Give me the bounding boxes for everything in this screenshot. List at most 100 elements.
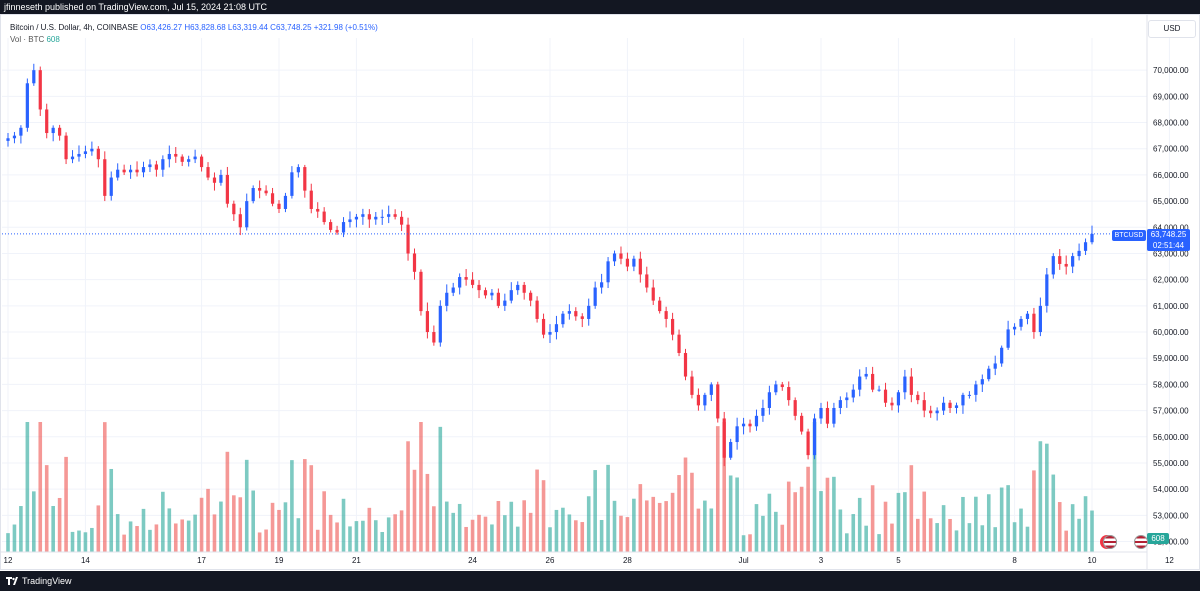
volume-bar <box>57 497 62 552</box>
y-tick-label: 55,000.00 <box>1153 459 1189 468</box>
candle <box>399 211 404 232</box>
volume-bar <box>877 534 881 552</box>
candle <box>51 125 55 142</box>
candle <box>1000 345 1004 367</box>
candle-body <box>683 352 688 377</box>
volume-bar <box>322 491 326 552</box>
candle-body <box>658 300 662 312</box>
candle-body <box>238 214 242 228</box>
volume-bar <box>309 465 314 552</box>
candle <box>64 132 68 165</box>
candle-body <box>703 394 707 406</box>
candle-body <box>335 229 339 233</box>
candle <box>845 392 849 408</box>
candle <box>961 392 965 414</box>
candle-body <box>419 271 423 312</box>
candle-body <box>961 394 965 406</box>
candle <box>1038 297 1042 337</box>
candle <box>451 282 455 297</box>
volume-bar <box>657 502 662 552</box>
publish-line: jfinneseth published on TradingView.com,… <box>4 2 267 12</box>
candle <box>251 185 255 204</box>
y-tick-label: 66,000.00 <box>1153 171 1189 180</box>
candle-body <box>780 384 784 388</box>
volume-bar <box>1045 443 1049 552</box>
candle-body <box>32 70 36 84</box>
candle-body <box>25 83 29 128</box>
candle <box>587 298 591 326</box>
candle <box>109 171 113 201</box>
candle <box>1045 267 1049 313</box>
event-icon-us-flag[interactable] <box>1103 535 1117 549</box>
volume-bar <box>935 523 939 552</box>
volume-bar <box>25 422 30 552</box>
volume-bar <box>599 519 604 552</box>
candle <box>800 412 804 435</box>
candle <box>1006 320 1010 350</box>
candle <box>225 166 229 208</box>
volume-bar <box>348 526 352 552</box>
candle <box>199 154 204 172</box>
candle <box>825 401 830 429</box>
footer-bar: TradingView <box>0 571 1200 591</box>
candle-body <box>754 415 759 427</box>
volume-bar <box>180 519 185 552</box>
volume-bar <box>1083 496 1088 552</box>
candle-body <box>496 292 500 306</box>
volume-bar <box>954 530 959 552</box>
y-tick-label: 67,000.00 <box>1153 145 1189 154</box>
candle-body <box>696 394 701 406</box>
volume-bar <box>219 501 223 552</box>
volume-bar <box>32 491 36 552</box>
candle-body <box>245 201 249 228</box>
volume-bar <box>1064 530 1068 552</box>
volume-bar <box>167 508 172 552</box>
volume-bar <box>244 459 249 552</box>
event-icon-us-flag-2[interactable] <box>1134 535 1148 549</box>
candle <box>754 409 759 431</box>
volume-bar <box>1077 518 1081 552</box>
volume-bar <box>232 495 236 552</box>
price-tag-symbol: BTCUSD <box>1114 232 1144 239</box>
volume-bar <box>44 465 49 552</box>
volume-bar <box>51 505 55 552</box>
volume-bar <box>451 512 456 552</box>
candle-body <box>1090 233 1094 243</box>
volume-bar <box>664 501 668 552</box>
candle <box>161 155 165 177</box>
candle <box>709 382 713 402</box>
currency-selector[interactable]: USD <box>1148 20 1196 38</box>
candle-body <box>1012 326 1017 330</box>
candle <box>851 384 855 403</box>
candle-body <box>574 311 578 317</box>
volume-bar <box>515 526 520 552</box>
volume-bar <box>864 525 868 552</box>
candle-body <box>316 208 320 212</box>
candle <box>419 269 423 316</box>
legend-volume-label: Vol · BTC <box>10 35 45 44</box>
volume-bar <box>709 508 714 552</box>
candle <box>329 219 333 233</box>
candle <box>58 124 62 141</box>
volume-bar <box>19 506 23 552</box>
candle-body <box>722 418 726 458</box>
candle <box>651 279 655 305</box>
candle <box>877 385 881 392</box>
volume-bar <box>425 473 430 552</box>
y-tick-label: 57,000.00 <box>1153 407 1189 416</box>
candle-body <box>399 216 404 225</box>
volume-bar <box>722 422 727 552</box>
volume-bar <box>586 496 591 552</box>
candle <box>464 269 468 286</box>
volume-bar <box>780 524 785 552</box>
volume-histogram <box>6 422 1094 552</box>
candle <box>748 419 752 433</box>
candle <box>258 180 262 199</box>
candle-body <box>432 332 436 343</box>
candle-body <box>219 174 223 183</box>
candle-body <box>212 177 217 183</box>
candle <box>361 208 365 225</box>
candle-body <box>903 376 907 393</box>
candle <box>45 103 49 139</box>
